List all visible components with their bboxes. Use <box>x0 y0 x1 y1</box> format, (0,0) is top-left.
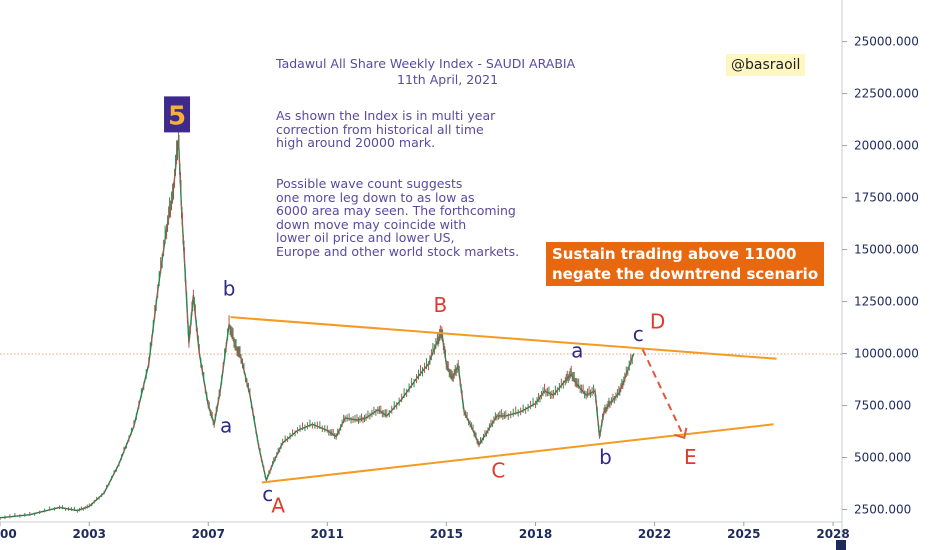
wave-label: A <box>271 494 285 518</box>
wave-label: b <box>223 276 236 300</box>
y-tick-label: 25000.000 <box>854 35 919 49</box>
upper-trendline <box>230 316 777 360</box>
note-paragraph-1: As shown the Index is in multi year corr… <box>276 108 496 150</box>
y-tick-label: 20000.000 <box>854 139 919 153</box>
y-tick-label: 15000.000 <box>854 243 919 257</box>
x-tick-label: 2011 <box>311 527 344 541</box>
wave-label: a <box>571 339 583 363</box>
wave-label: c <box>262 482 273 506</box>
y-tick-label: 5000.000 <box>854 451 911 465</box>
y-tick-label: 7500.000 <box>854 399 911 413</box>
wave-label-5: 5 <box>168 101 186 131</box>
chart-title: Tadawul All Share Weekly Index - SAUDI A… <box>276 56 576 71</box>
x-tick-label: 2007 <box>192 527 225 541</box>
y-tick-label: 10000.000 <box>854 347 919 361</box>
x-tick-label: 2015 <box>430 527 463 541</box>
y-tick-label: 12500.000 <box>854 295 919 309</box>
note-paragraph-2: Possible wave count suggests one more le… <box>276 176 520 259</box>
x-tick-label: 2022 <box>638 527 671 541</box>
lower-trendline <box>261 423 774 484</box>
wave-label: b <box>599 445 612 469</box>
x-tick-label: 2025 <box>727 527 760 541</box>
author-handle: @basraoil <box>726 54 806 76</box>
x-tick-label: 2000 <box>0 527 17 541</box>
x-tick-label: 2028 <box>816 527 849 541</box>
chart-date: 11th April, 2021 <box>397 72 499 87</box>
wave-label: E <box>684 445 697 469</box>
wave-5-badge <box>164 96 191 133</box>
y-tick-label: 22500.000 <box>854 87 919 101</box>
projection-arrowhead <box>674 427 688 440</box>
y-tick-label: 17500.000 <box>854 191 919 205</box>
wave-label: B <box>433 293 447 317</box>
y-tick-label: 2500.000 <box>854 503 911 517</box>
corner-marker <box>836 540 846 550</box>
wave-label: a <box>220 414 232 438</box>
x-tick-label: 2018 <box>519 527 552 541</box>
projection-line <box>641 348 686 439</box>
x-tick-label: 2003 <box>73 527 106 541</box>
wave-label: D <box>650 310 665 334</box>
wave-label: c <box>633 322 644 346</box>
wave-label: C <box>491 458 505 482</box>
callout-box: Sustain trading above 11000 negate the d… <box>546 242 825 286</box>
